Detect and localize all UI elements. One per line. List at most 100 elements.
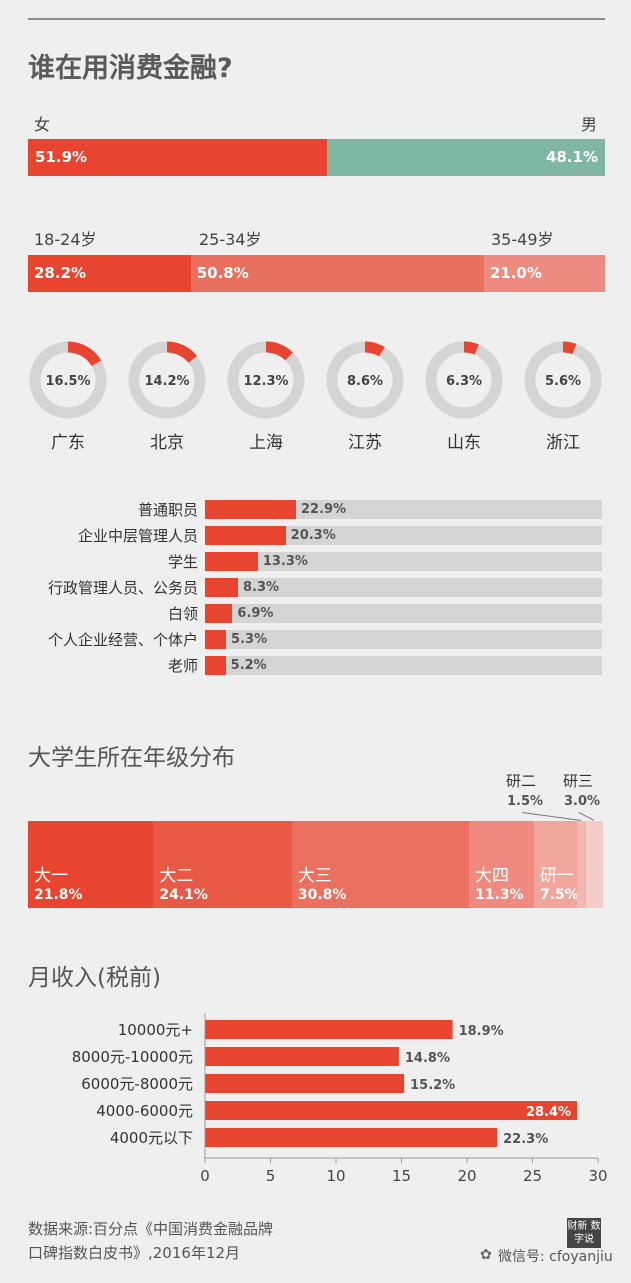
income-chart: 10000元+ 18.9% 8000元-10000元 14.8% 6000元-8000元…: [72, 1013, 608, 1185]
region-donuts: 16.5% 广东 14.2% 北京 12.3% 上海 8.6% 江苏 6.3% 山东 5.6% 浙江: [29, 341, 602, 453]
occupation-track: 6.9%: [205, 604, 602, 623]
income-tick-label: 0: [200, 1167, 210, 1185]
occupation-track: 13.3%: [205, 552, 602, 571]
donut-city: 北京: [150, 433, 184, 453]
occupation-bar: [205, 578, 238, 597]
grade-label: 研一: [540, 866, 574, 886]
occupation-label: 学生: [167, 553, 198, 571]
age-segment: 50.8%: [190, 255, 484, 292]
female-label: 女: [34, 115, 51, 134]
occupation-bar: [205, 500, 296, 519]
occupation-value: 22.9%: [301, 502, 347, 517]
income-value: 28.4%: [526, 1105, 571, 1120]
grade-segment: [577, 821, 586, 908]
income-tick-label: 15: [392, 1167, 411, 1185]
donut-value: 5.6%: [545, 374, 581, 389]
age-value: 21.0%: [489, 264, 542, 282]
donut-value: 8.6%: [347, 374, 383, 389]
grade-label: 研二: [506, 772, 537, 790]
income-label: 8000元-10000元: [72, 1048, 193, 1066]
grade-segment: 研一 7.5%: [534, 821, 579, 908]
grade-segment: [585, 821, 603, 908]
grade-value: 24.1%: [159, 887, 208, 903]
occupation-track: 8.3%: [205, 578, 602, 597]
occupation-bar: [205, 526, 286, 545]
grade-top-labels: 研二 1.5% 研三 3.0%: [0, 768, 631, 821]
donut-value: 14.2%: [144, 374, 189, 389]
male-label: 男: [580, 115, 597, 134]
donut-value: 16.5%: [45, 374, 90, 389]
grade-segment: 大一 21.8%: [28, 821, 154, 908]
income-bar: [205, 1020, 453, 1039]
occupation-track: 5.2%: [205, 656, 602, 675]
income-bar: [205, 1128, 498, 1147]
gender-female-segment: 51.9%: [28, 139, 328, 176]
grade-value: 11.3%: [475, 887, 524, 903]
donut-city: 山东: [447, 433, 481, 453]
gender-bar: 51.9% 48.1%: [28, 139, 605, 176]
grade-value: 1.5%: [507, 794, 544, 809]
donut-city: 上海: [249, 433, 283, 453]
income-tick-label: 30: [588, 1167, 607, 1185]
age-value: 50.8%: [196, 264, 249, 282]
age-label-18-24: 18-24岁: [34, 230, 97, 249]
income-label: 10000元+: [118, 1021, 193, 1039]
grade-leader-line: [521, 812, 582, 821]
occupation-track: 22.9%: [205, 500, 602, 519]
grade-label: 研三: [563, 772, 594, 790]
age-segment: 21.0%: [483, 255, 605, 292]
grade-bar: 大一 21.8% 大二 24.1% 大三 30.8% 大四 11.3% 研一 7.5%: [28, 821, 603, 908]
source-line-2: 口碑指数白皮书》,2016年12月: [28, 1244, 241, 1262]
occupation-bar: [205, 630, 227, 649]
donut-arc: [128, 341, 206, 419]
income-bar: [205, 1047, 399, 1066]
donut-city: 浙江: [546, 433, 580, 453]
occupation-bar: [205, 656, 226, 675]
income-label: 6000元-8000元: [81, 1075, 193, 1093]
occupation-value: 8.3%: [242, 580, 280, 595]
donut-arc: [425, 341, 503, 419]
age-segment: 28.2%: [28, 255, 191, 292]
age-label-35-49: 35-49岁: [491, 230, 554, 249]
wechat-id: 微信号: cfoyanjiu: [498, 1249, 613, 1265]
occupation-label: 行政管理人员、公务员: [47, 579, 198, 597]
occupation-label: 普通职员: [137, 501, 198, 519]
donut-city: 江苏: [348, 433, 382, 453]
income-value: 15.2%: [410, 1078, 455, 1093]
donut-arc: [227, 341, 305, 419]
caixin-logo: 财新 数字说: [567, 1218, 601, 1248]
occupation-value: 5.2%: [230, 658, 267, 673]
male-value: 48.1%: [545, 148, 598, 166]
occupation-value: 6.9%: [237, 606, 274, 621]
logo-text: 财新 数字说: [567, 1221, 601, 1245]
occupation-value: 13.3%: [262, 554, 308, 569]
income-tick-label: 25: [523, 1167, 542, 1185]
occupation-label: 老师: [167, 657, 198, 675]
occupation-bar: [205, 604, 233, 623]
occupation-value: 5.3%: [231, 632, 268, 647]
grade-segment: 大二 24.1%: [153, 821, 292, 908]
donut-arc: [326, 341, 404, 419]
occupation-track: 20.3%: [205, 526, 602, 545]
income-tick-label: 20: [457, 1167, 476, 1185]
age-value: 28.2%: [34, 264, 87, 282]
occupation-value: 20.3%: [290, 528, 336, 543]
grade-segment: 大三 30.8%: [291, 821, 470, 908]
page-title: 谁在用消费金融?: [28, 53, 233, 84]
occupation-track: 5.3%: [205, 630, 602, 649]
grade-label: 大四: [475, 866, 510, 886]
income-tick-label: 5: [266, 1167, 276, 1185]
grade-segment: 大四 11.3%: [469, 821, 534, 908]
occupation-label: 企业中层管理人员: [77, 527, 198, 545]
donut-arc: [524, 341, 602, 419]
income-title: 月收入(税前): [28, 965, 161, 991]
occupation-bar: [205, 552, 258, 571]
occupation-label: 个人企业经营、个体户: [47, 631, 198, 649]
donut-value: 12.3%: [243, 374, 288, 389]
grade-label: 大一: [34, 866, 68, 886]
income-value: 14.8%: [405, 1051, 450, 1066]
income-value: 22.3%: [503, 1132, 548, 1147]
income-bar: [205, 1101, 578, 1120]
donut-arc: [29, 341, 107, 419]
donut-value: 6.3%: [446, 374, 482, 389]
